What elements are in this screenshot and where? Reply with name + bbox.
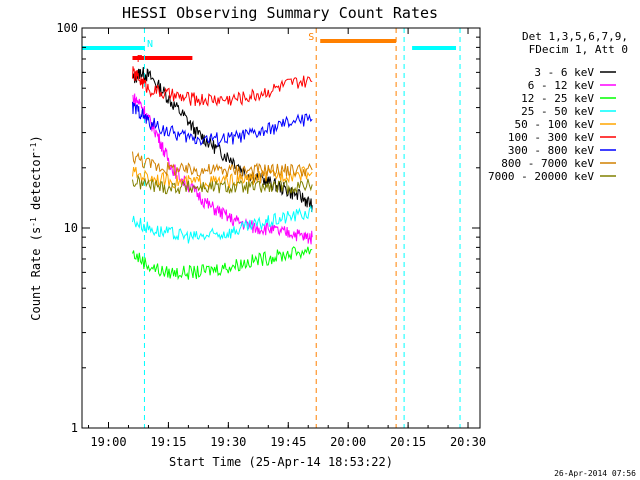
x-tick-label-2: 19:30 [210, 435, 246, 449]
y-tick-label-2: 100 [56, 21, 78, 35]
flag-label-f: F [136, 54, 142, 65]
y-tick-label-0: 1 [71, 421, 78, 435]
legend-label-1: 6 - 12 keV [528, 79, 595, 92]
series-line-6 [132, 101, 313, 148]
series-line-2 [132, 246, 313, 281]
y-tick-label-1: 10 [64, 221, 78, 235]
legend-label-7: 800 - 7000 keV [501, 157, 594, 170]
flag-label-n: N [147, 39, 153, 50]
x-tick-label-6: 20:30 [450, 435, 486, 449]
legend-header-2: FDecim 1, Att 0 [529, 43, 628, 56]
x-tick-label-4: 20:00 [330, 435, 366, 449]
x-tick-label-0: 19:00 [90, 435, 126, 449]
legend-label-0: 3 - 6 keV [534, 66, 594, 79]
series-line-0 [132, 66, 313, 212]
flag-label-s: S [308, 32, 314, 43]
x-tick-label-1: 19:15 [150, 435, 186, 449]
legend: Det 1,3,5,6,7,9, FDecim 1, Att 0 3 - 6 k… [488, 30, 628, 183]
x-tick-label-3: 19:45 [270, 435, 306, 449]
legend-label-5: 100 - 300 keV [508, 131, 594, 144]
series-line-7 [132, 151, 313, 179]
y-axis-label: Count Rate (s-1 detector-1) [29, 135, 44, 320]
legend-label-3: 25 - 50 keV [521, 105, 594, 118]
footer-date: 26-Apr-2014 07:56 [554, 469, 636, 478]
y-axis: 1 10 100 [56, 21, 480, 435]
legend-header-1: Det 1,3,5,6,7,9, [522, 30, 628, 43]
x-axis: 19:00 19:15 19:30 19:45 20:00 20:15 20:30 [88, 28, 486, 449]
series-line-1 [132, 93, 313, 245]
legend-label-6: 300 - 800 keV [508, 144, 594, 157]
series-line-8 [132, 174, 313, 195]
plot-area: NF S [82, 28, 461, 428]
x-tick-label-5: 20:15 [390, 435, 426, 449]
series-line-5 [132, 66, 313, 107]
chart-title: HESSI Observing Summary Count Rates [122, 4, 438, 22]
legend-label-8: 7000 - 20000 keV [488, 170, 594, 183]
x-axis-label: Start Time (25-Apr-14 18:53:22) [169, 455, 393, 469]
legend-label-2: 12 - 25 keV [521, 92, 594, 105]
legend-label-4: 50 - 100 keV [515, 118, 595, 131]
series-line-3 [132, 204, 313, 244]
